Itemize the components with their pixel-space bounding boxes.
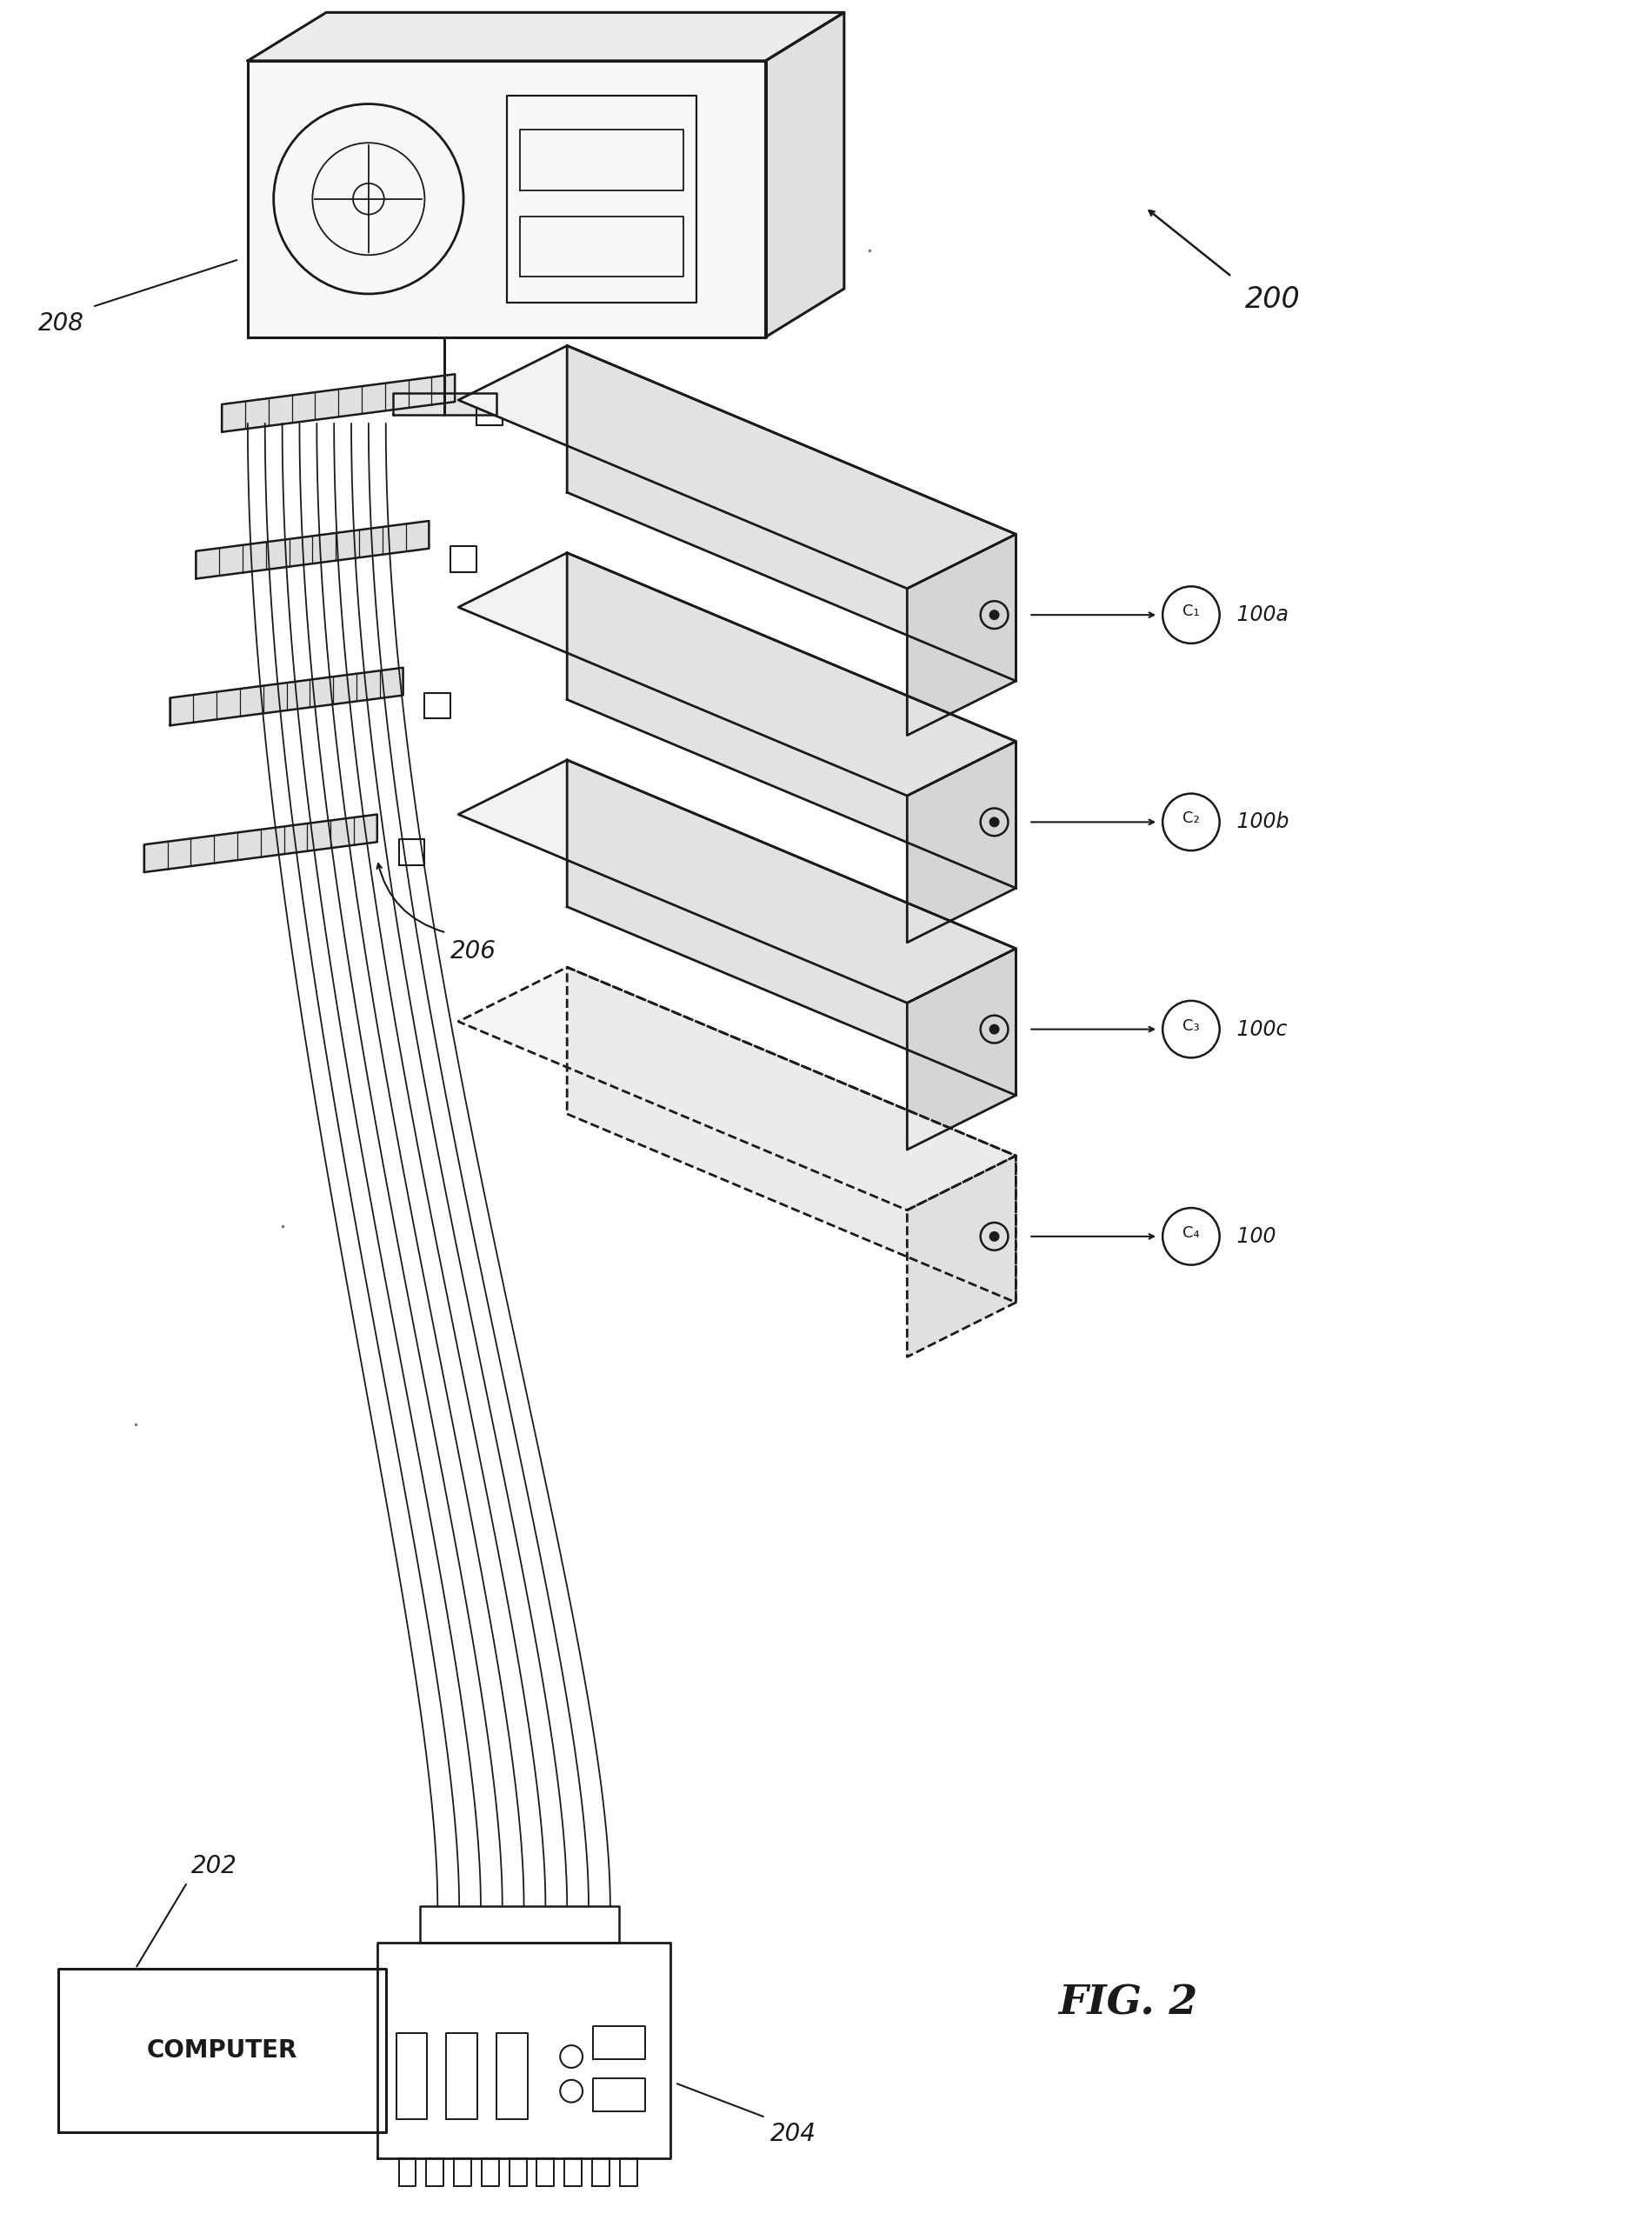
Polygon shape [458,759,1016,1002]
Polygon shape [393,394,496,414]
Polygon shape [907,1156,1016,1356]
Circle shape [990,817,999,826]
Text: 208: 208 [38,312,84,336]
Text: 202: 202 [192,1853,238,1877]
Polygon shape [248,60,765,336]
Polygon shape [907,534,1016,735]
Polygon shape [458,967,1016,1209]
Polygon shape [248,13,844,60]
Text: 100: 100 [1231,1227,1275,1247]
Polygon shape [567,345,1016,681]
Polygon shape [567,552,1016,889]
Text: 200: 200 [1244,285,1300,314]
Text: C₂: C₂ [1183,811,1199,826]
Polygon shape [567,967,1016,1303]
Text: C₄: C₄ [1183,1225,1199,1240]
Polygon shape [458,552,1016,795]
Polygon shape [765,13,844,336]
Circle shape [990,1024,999,1033]
Polygon shape [197,521,430,579]
Polygon shape [170,668,403,726]
Polygon shape [907,949,1016,1149]
Text: 100b: 100b [1231,811,1289,833]
Polygon shape [221,374,454,432]
Polygon shape [144,815,377,873]
Text: 204: 204 [770,2122,816,2147]
Text: COMPUTER: COMPUTER [147,2038,297,2062]
Circle shape [990,1232,999,1243]
Polygon shape [567,759,1016,1096]
Polygon shape [458,345,1016,588]
Text: 206: 206 [451,940,497,964]
Text: 100c: 100c [1231,1018,1287,1040]
Text: C₁: C₁ [1183,604,1199,619]
Text: 100a: 100a [1231,604,1289,626]
Circle shape [990,610,999,619]
Text: C₃: C₃ [1183,1018,1199,1033]
Text: FIG. 2: FIG. 2 [1059,1982,1198,2022]
Polygon shape [907,742,1016,942]
